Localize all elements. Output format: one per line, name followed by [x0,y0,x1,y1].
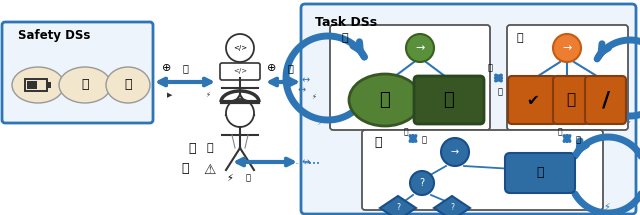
Text: ⚡: ⚡ [625,117,632,127]
Text: Safety DSs: Safety DSs [18,29,90,41]
Text: 🦾: 🦾 [342,33,348,43]
Ellipse shape [406,34,434,62]
Text: 🔨: 🔨 [566,92,575,108]
Text: 🔍: 🔍 [287,63,293,73]
Text: ✔: ✔ [527,92,540,108]
Text: ?: ? [450,204,454,212]
Text: 📍: 📍 [536,166,544,180]
Bar [25,79,47,91]
Text: ⊕: ⊕ [163,63,172,73]
FancyBboxPatch shape [362,130,603,210]
Text: ↔: ↔ [302,157,310,167]
Ellipse shape [59,67,111,103]
Text: 🤖: 🤖 [181,161,189,175]
Text: 🚗: 🚗 [81,78,89,92]
Text: ↔: ↔ [303,158,310,166]
Text: /: / [602,90,610,110]
Text: →: → [415,43,425,53]
FancyBboxPatch shape [220,63,260,80]
Text: ⚡: ⚡ [317,117,323,127]
Polygon shape [434,196,470,215]
Text: ⚡: ⚡ [312,94,316,100]
Text: ⏱: ⏱ [380,91,390,109]
Text: ···: ··· [294,78,302,88]
Ellipse shape [553,34,581,62]
Text: ?: ? [396,204,400,212]
Ellipse shape [410,171,434,195]
Text: 🦾: 🦾 [188,141,196,155]
Text: 🔍: 🔍 [575,135,580,144]
Text: 🔧: 🔧 [444,91,454,109]
Text: Task DSs: Task DSs [315,15,377,29]
Text: ?: ? [419,178,424,188]
FancyBboxPatch shape [414,76,484,124]
Bar [47,82,51,88]
Text: 🕐: 🕐 [124,78,132,92]
Text: </>: </> [233,68,247,74]
Text: ⚡: ⚡ [604,202,611,212]
Text: 🤖: 🤖 [374,137,381,149]
FancyBboxPatch shape [553,76,589,124]
Text: ↔: ↔ [302,75,310,85]
Text: ⚡: ⚡ [205,92,211,98]
FancyBboxPatch shape [585,76,626,124]
Text: 🦾: 🦾 [516,33,524,43]
Text: 📋: 📋 [557,127,562,137]
Ellipse shape [441,138,469,166]
Text: ↔: ↔ [298,85,306,95]
Text: </>: </> [233,45,247,51]
Text: ···: ··· [294,161,302,169]
FancyBboxPatch shape [2,22,153,123]
Text: ⊕: ⊕ [268,63,276,73]
Circle shape [226,99,254,127]
Text: 📋: 📋 [403,127,408,137]
Text: →: → [451,147,459,157]
Text: 🎯: 🎯 [207,143,213,153]
Text: →: → [563,43,572,53]
Text: 🔌: 🔌 [246,174,250,183]
Text: 🔍: 🔍 [182,63,188,73]
FancyBboxPatch shape [505,153,575,193]
Circle shape [226,34,254,62]
Text: 📋: 📋 [488,63,493,72]
Text: •••: ••• [308,161,320,167]
Bar [27,81,37,89]
Text: ⚠: ⚠ [204,163,216,177]
FancyBboxPatch shape [301,4,636,214]
Ellipse shape [106,67,150,103]
FancyBboxPatch shape [508,76,557,124]
FancyBboxPatch shape [330,25,490,130]
Ellipse shape [349,74,421,126]
Bar [25,79,47,91]
Ellipse shape [12,67,64,103]
Text: ▶: ▶ [167,92,173,98]
Polygon shape [380,196,416,215]
FancyBboxPatch shape [507,25,628,130]
Text: ⚡: ⚡ [227,173,234,183]
Text: 🔍: 🔍 [422,135,426,144]
Text: 🔍: 🔍 [497,88,502,97]
